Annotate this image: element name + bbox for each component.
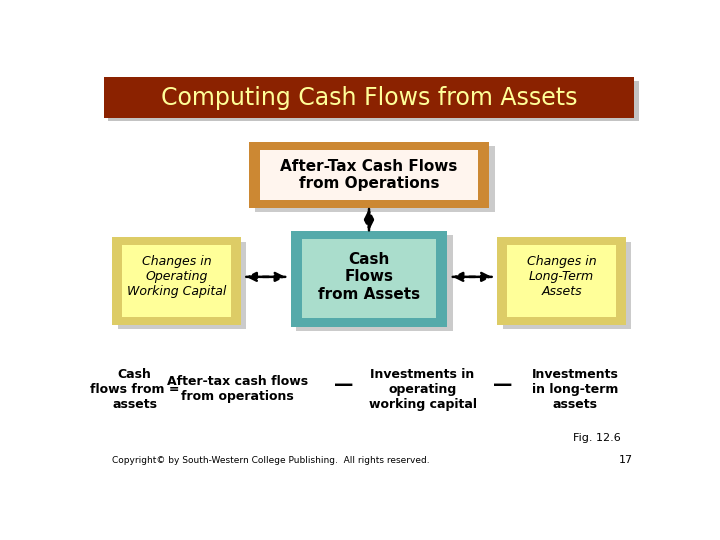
Bar [104, 77, 634, 118]
Bar [260, 150, 478, 200]
Bar [112, 238, 240, 325]
Text: Changes in
Operating
Working Capital: Changes in Operating Working Capital [127, 255, 226, 299]
Bar [498, 238, 626, 325]
Text: After-Tax Cash Flows
from Operations: After-Tax Cash Flows from Operations [280, 159, 458, 191]
Text: Copyright© by South-Western College Publishing.  All rights reserved.: Copyright© by South-Western College Publ… [112, 456, 430, 465]
Text: Investments in
operating
working capital: Investments in operating working capital [369, 368, 477, 410]
Bar [503, 241, 631, 329]
Bar [118, 241, 246, 329]
Bar [122, 245, 230, 317]
Bar [109, 80, 639, 122]
Text: Changes in
Long-Term
Assets: Changes in Long-Term Assets [527, 255, 596, 299]
Text: Fig. 12.6: Fig. 12.6 [572, 433, 621, 443]
Text: Computing Cash Flows from Assets: Computing Cash Flows from Assets [161, 86, 577, 110]
Text: Investments
in long-term
assets: Investments in long-term assets [532, 368, 619, 410]
Bar [255, 146, 495, 212]
Text: Cash
Flows
from Assets: Cash Flows from Assets [318, 252, 420, 302]
Bar [291, 231, 447, 327]
Bar [297, 235, 453, 331]
Text: 17: 17 [618, 455, 633, 465]
Text: —: — [334, 375, 354, 394]
Text: —: — [493, 375, 513, 394]
Bar [508, 245, 616, 317]
Bar [249, 141, 489, 208]
Text: Cash
flows from =
assets: Cash flows from = assets [90, 368, 179, 410]
Text: After-tax cash flows
from operations: After-tax cash flows from operations [167, 375, 308, 403]
Bar [302, 239, 436, 319]
